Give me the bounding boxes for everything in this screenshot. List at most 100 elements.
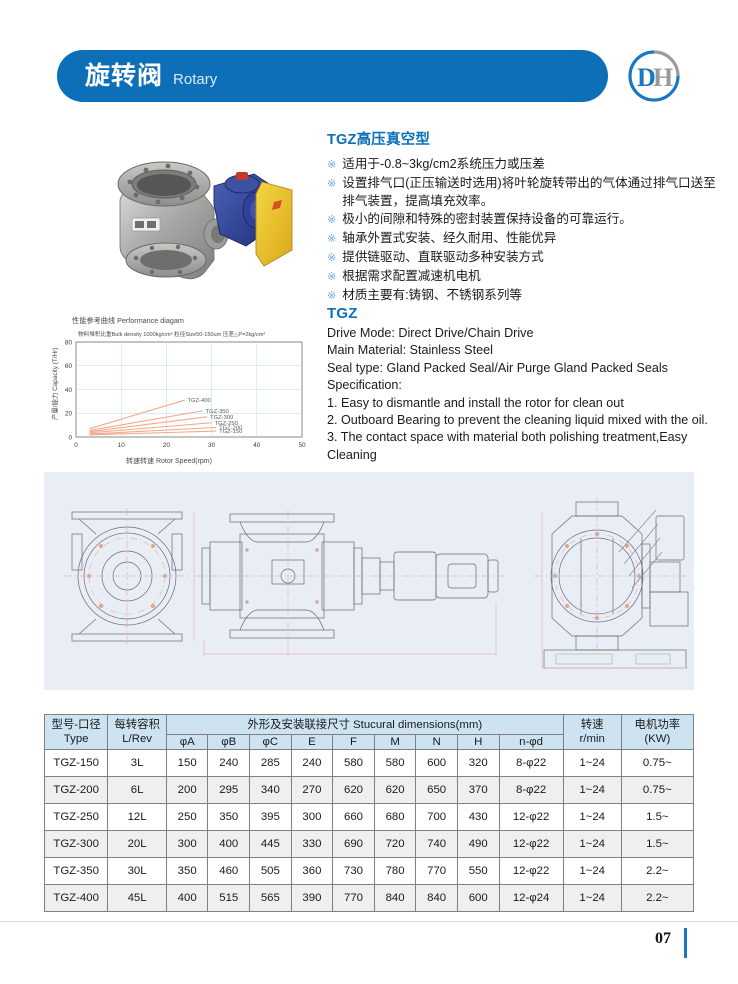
col-header-dim: n-φd	[498, 734, 564, 750]
table-cell-n: 840	[415, 884, 458, 912]
table-cell-h: 600	[456, 884, 500, 912]
table-cell-nd: 12-φ24	[498, 884, 564, 912]
bullet-icon: ※	[327, 178, 337, 190]
table-cell-c: 505	[249, 857, 292, 885]
table-cell-b: 515	[207, 884, 251, 912]
table-cell-f: 770	[332, 884, 375, 912]
table-cell-f: 690	[332, 830, 375, 858]
bullet-icon: ※	[327, 233, 337, 245]
table-cell-kw: 1.5~	[620, 803, 695, 831]
logo-letter-d: D	[637, 63, 656, 92]
col-header-dim: N	[415, 734, 458, 750]
table-cell-f: 580	[332, 749, 375, 777]
table-cell-m: 780	[373, 857, 417, 885]
drawing-front-view	[534, 498, 694, 669]
table-cell-lrev: 20L	[107, 830, 167, 858]
table-cell-b: 295	[207, 776, 251, 804]
table-cell-a: 250	[165, 803, 209, 831]
table-cell-f: 730	[332, 857, 375, 885]
table-cell-m: 680	[373, 803, 417, 831]
series-line-TGZ-200	[89, 426, 217, 435]
spec-line: Drive Mode: Direct Drive/Chain Drive	[327, 326, 534, 340]
table-cell-lrev: 3L	[107, 749, 167, 777]
col-header-dim: φC	[249, 734, 292, 750]
bullet-icon: ※	[327, 290, 337, 302]
logo-letter-h: H	[653, 63, 673, 92]
col-header-dim: E	[290, 734, 334, 750]
y-tick-label: 0	[68, 434, 72, 441]
table-cell-kw: 1.5~	[620, 830, 695, 858]
table-cell-rpm: 1~24	[562, 830, 622, 858]
y-tick-label: 80	[65, 339, 73, 346]
series-label-TGZ-300: TGZ-300	[210, 415, 233, 421]
table-cell-m: 620	[373, 776, 417, 804]
table-row: TGZ-400 45L 400 515 565 390 770 840 840 600 12-φ24…	[43, 884, 695, 912]
x-tick-label: 50	[298, 442, 306, 449]
page-title-banner: 旋转阀 Rotary	[57, 50, 608, 102]
col-header-rpm: 转速 r/min	[562, 714, 622, 750]
table-row: TGZ-150 3L 150 240 285 240 580 580 600 320 8-φ22 1~…	[43, 749, 695, 777]
features-list: ※ 适用于-0.8~3kg/cm2系统压力或压差 ※ 设置排气口(正压输送时选用)将…	[327, 156, 727, 305]
table-cell-n: 700	[415, 803, 458, 831]
feature-text: 提供链驱动、直联驱动多种安装方式	[342, 250, 544, 264]
chart-xlabel: 转速转速 Rotor Speed(rpm)	[126, 456, 212, 465]
table-cell-nd: 12-φ22	[498, 857, 564, 885]
table-cell-e: 300	[290, 803, 334, 831]
table-cell-nd: 8-φ22	[498, 749, 564, 777]
table-cell-type: TGZ-350	[43, 857, 109, 885]
table-cell-e: 360	[290, 857, 334, 885]
table-cell-kw: 2.2~	[620, 884, 695, 912]
series-line-TGZ-400	[89, 399, 185, 430]
table-cell-c: 445	[249, 830, 292, 858]
series-label-TGZ-400: TGZ-400	[187, 398, 210, 404]
table-cell-n: 770	[415, 857, 458, 885]
table-cell-rpm: 1~24	[562, 857, 622, 885]
table-cell-kw: 0.75~	[620, 749, 695, 777]
col-header-dim: φA	[165, 734, 209, 750]
spec-line: 2. Outboard Bearing to prevent the clean…	[327, 413, 708, 428]
series-label-TGZ-150: TGZ-150	[219, 429, 242, 435]
x-tick-label: 0	[74, 442, 78, 449]
company-logo: D H	[623, 45, 685, 107]
table-header-row-2: φA φB φC E F M N H n-φd	[45, 734, 694, 750]
table-cell-e: 390	[290, 884, 334, 912]
list-item: ※ 根据需求配置减速机电机	[327, 268, 727, 286]
series-label-TGZ-350: TGZ-350	[206, 409, 229, 415]
table-cell-type: TGZ-250	[43, 803, 109, 831]
table-cell-nd: 12-φ22	[498, 803, 564, 831]
table-row: TGZ-250 12L 250 350 395 300 660 680 700 430 12-φ22…	[43, 803, 695, 831]
feature-text: 设置排气口(正压输送时选用)将叶轮旋转带出的气体通过排气口送至排气装置，提高填充…	[342, 176, 716, 208]
series-line-TGZ-250	[89, 422, 212, 434]
product-photo	[96, 142, 308, 290]
feature-text: 极小的间隙和特殊的密封装置保持设备的可靠运行。	[342, 212, 632, 226]
table-cell-nd: 12-φ22	[498, 830, 564, 858]
feature-text: 材质主要有:铸钢、不锈钢系列等	[342, 288, 523, 302]
table-cell-a: 200	[165, 776, 209, 804]
table-cell-c: 565	[249, 884, 292, 912]
table-cell-rpm: 1~24	[562, 776, 622, 804]
series-label-TGZ-250: TGZ-250	[215, 421, 238, 427]
table-row: TGZ-200 6L 200 295 340 270 620 620 650 370 8-φ22 1~…	[43, 776, 695, 804]
x-tick-label: 10	[118, 442, 126, 449]
table-cell-m: 580	[373, 749, 417, 777]
table-cell-type: TGZ-150	[43, 749, 109, 777]
col-header-dim: H	[456, 734, 500, 750]
table-cell-f: 660	[332, 803, 375, 831]
table-body: TGZ-150 3L 150 240 285 240 580 580 600 320 8-φ22 1~…	[43, 749, 695, 912]
chart-subtitle: 物料堆积比重Bulk density 1000kg/cm³ 粒径Size50-1…	[78, 330, 265, 338]
page-title-cn: 旋转阀	[85, 61, 164, 90]
table-cell-kw: 0.75~	[620, 776, 695, 804]
table-cell-m: 840	[373, 884, 417, 912]
series-label-TGZ-200: TGZ-200	[219, 426, 242, 432]
table-cell-c: 340	[249, 776, 292, 804]
table-cell-h: 550	[456, 857, 500, 885]
series-line-TGZ-150	[89, 430, 217, 436]
x-tick-label: 40	[253, 442, 261, 449]
technical-drawings-panel	[44, 472, 694, 690]
y-tick-label: 40	[65, 387, 73, 394]
list-item: ※ 提供链驱动、直联驱动多种安装方式	[327, 249, 727, 267]
series-line-TGZ-300	[89, 416, 208, 433]
table-cell-a: 400	[165, 884, 209, 912]
spec-line: Specification:	[327, 378, 402, 393]
